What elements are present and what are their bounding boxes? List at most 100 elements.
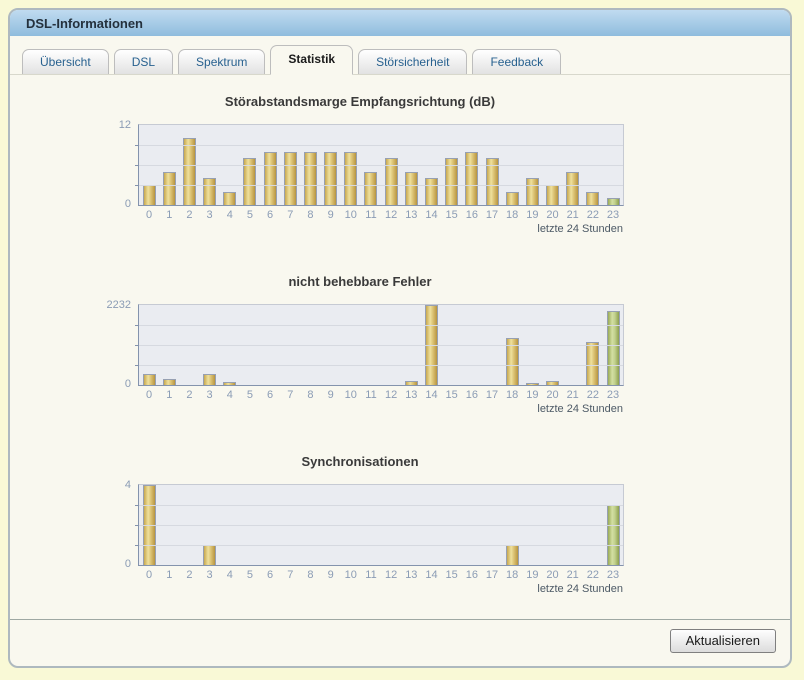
x-tick-label: 7	[287, 389, 294, 401]
bar-hour-18	[505, 192, 519, 205]
chart-3: Synchronisationen 4 0 0 1 2 3 4 5 6 7 8 9 10 11 12 13 14 1…	[96, 454, 790, 595]
gridline	[139, 545, 623, 546]
plot-area	[135, 484, 624, 566]
gridline	[139, 345, 623, 346]
tab-dsl[interactable]: DSL	[113, 49, 174, 74]
bar-slot-hour-18	[502, 125, 522, 205]
x-tick-label: 5	[246, 389, 253, 401]
x-tick-label: 22	[586, 569, 599, 581]
x-tick-label: 15	[445, 569, 458, 581]
bar-hour-1	[162, 379, 176, 385]
bar-slot-hour-20	[542, 305, 562, 385]
x-tick-label: 16	[465, 209, 478, 221]
bar-slot-hour-4	[220, 125, 240, 205]
x-tick-label: 21	[566, 389, 579, 401]
bar-hour-0	[142, 374, 156, 385]
x-tick-label: 11	[365, 209, 377, 221]
bar-slot-hour-1	[159, 125, 179, 205]
bar-slot-hour-4	[220, 305, 240, 385]
bar-hour-11	[364, 172, 378, 205]
x-tick-label: 1	[166, 209, 173, 221]
x-tick-label: 14	[425, 569, 438, 581]
bar-slot-hour-22	[583, 125, 603, 205]
x-tick-label: 9	[327, 569, 334, 581]
y-axis-tick	[135, 185, 139, 186]
refresh-button[interactable]: Aktualisieren	[669, 629, 776, 653]
x-tick-label: 21	[566, 569, 579, 581]
bar-current-hour-23	[606, 505, 620, 565]
bar-slot-hour-2	[179, 125, 199, 205]
y-axis-tick	[135, 145, 139, 146]
x-axis-labels: 0 1 2 3 4 5 6 7 8 9 10 11 12 13 14 15 16 17 18 19 20 21 22 23	[139, 569, 623, 581]
x-tick-label: 23	[606, 569, 620, 581]
bar-hour-2	[182, 138, 196, 205]
bar-hour-22	[586, 342, 600, 385]
plot-area	[135, 304, 624, 386]
x-tick-label: 2	[186, 569, 193, 581]
x-tick-label: 7	[287, 209, 294, 221]
x-tick-label: 20	[546, 569, 559, 581]
bar-slot-hour-1	[159, 305, 179, 385]
x-tick-label: 3	[206, 209, 213, 221]
bar-current-hour-23	[606, 311, 620, 385]
x-tick-label: 16	[465, 569, 478, 581]
bar-slot-hour-5	[240, 125, 260, 205]
x-tick-label: 13	[405, 209, 418, 221]
tab-uebersicht[interactable]: Übersicht	[22, 49, 109, 74]
bar-slot-hour-21	[563, 125, 583, 205]
bar-slot-hour-13	[401, 125, 421, 205]
x-tick-label: 15	[445, 389, 458, 401]
y-axis-tick	[135, 525, 139, 526]
x-axis-labels: 0 1 2 3 4 5 6 7 8 9 10 11 12 13 14 15 16 17 18 19 20 21 22 23	[139, 389, 623, 401]
x-tick-label: 20	[546, 209, 559, 221]
footer-divider	[10, 619, 790, 620]
y-axis-tick	[135, 505, 139, 506]
tab-stoersicherheit[interactable]: Störsicherheit	[358, 49, 468, 74]
y-axis-tick	[135, 165, 139, 166]
x-tick-label: 10	[344, 569, 357, 581]
x-tick-label: 23	[606, 389, 620, 401]
y-axis-max-label: 4	[124, 479, 131, 491]
bar-slot-hour-12	[381, 125, 401, 205]
dsl-info-panel: DSL-Informationen Übersicht DSL Spektrum St…	[8, 8, 792, 668]
bar-hour-7	[283, 152, 297, 205]
x-tick-label: 19	[526, 209, 539, 221]
x-tick-label: 9	[327, 209, 334, 221]
bar-hour-5	[243, 158, 257, 205]
x-tick-label: 15	[445, 209, 458, 221]
x-axis-labels: 0 1 2 3 4 5 6 7 8 9 10 11 12 13 14 15 16 17 18 19 20 21 22 23	[139, 209, 623, 221]
x-tick-label: 12	[385, 389, 398, 401]
x-tick-label: 11	[365, 389, 377, 401]
tab-feedback[interactable]: Feedback	[472, 49, 562, 74]
x-tick-label: 8	[307, 209, 314, 221]
bar-hour-21	[566, 172, 580, 205]
bar-hour-15	[445, 158, 459, 205]
bar-hour-20	[546, 381, 560, 385]
tab-statistik[interactable]: Statistik	[270, 45, 354, 75]
x-tick-label: 10	[344, 209, 357, 221]
bar-slot-hour-3	[200, 125, 220, 205]
y-axis-tick	[135, 345, 139, 346]
x-tick-label: 13	[405, 569, 418, 581]
x-tick-label: 9	[327, 389, 334, 401]
bar-hour-22	[586, 192, 600, 205]
window-title: DSL-Informationen	[26, 15, 143, 31]
bar-slot-hour-14	[421, 125, 441, 205]
y-axis: 12 0	[96, 120, 138, 210]
x-tick-label: 19	[526, 389, 539, 401]
x-tick-label: 17	[485, 209, 499, 221]
gridline	[139, 505, 623, 506]
bar-hour-3	[203, 374, 217, 385]
x-tick-label: 4	[226, 389, 233, 401]
y-axis-zero-label: 0	[124, 198, 131, 210]
bar-hour-9	[324, 152, 338, 205]
gridline	[139, 525, 623, 526]
x-tick-label: 1	[166, 569, 173, 581]
chart-1: Störabstandsmarge Empfangsrichtung (dB) 1…	[96, 94, 790, 235]
bar-hour-8	[303, 152, 317, 205]
x-tick-label: 6	[267, 389, 274, 401]
tab-spektrum[interactable]: Spektrum	[178, 49, 266, 74]
x-tick-label: 21	[566, 209, 579, 221]
gridline	[139, 365, 623, 366]
